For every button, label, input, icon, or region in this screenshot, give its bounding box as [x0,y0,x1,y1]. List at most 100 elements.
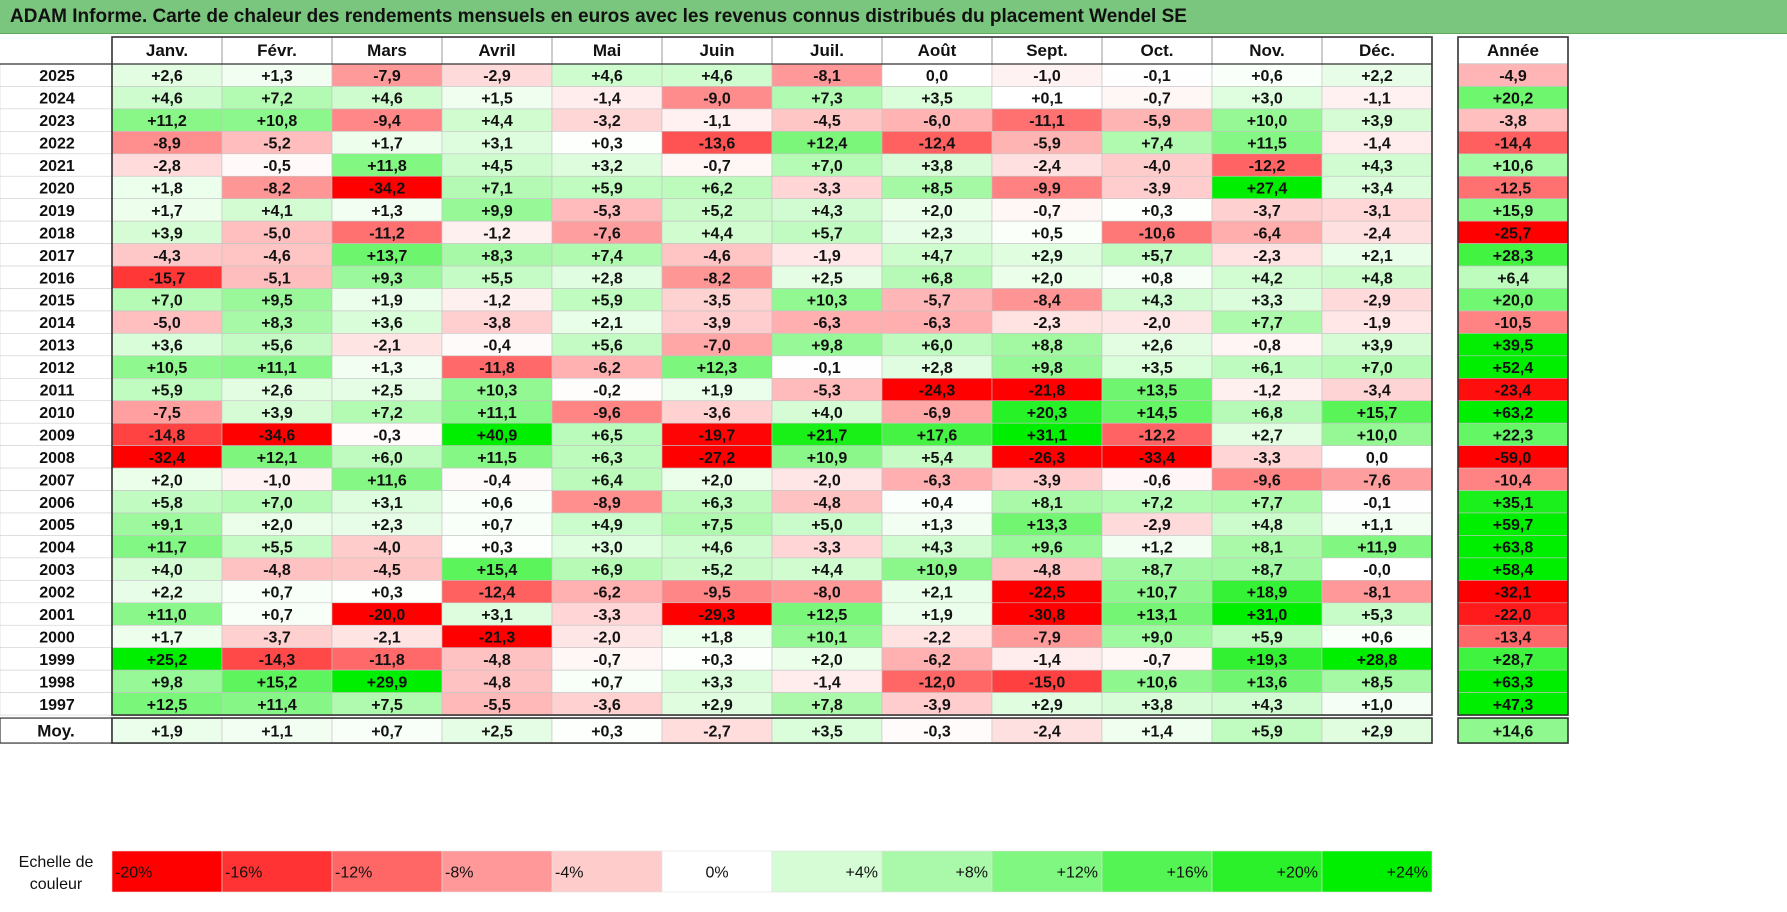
cell-value: +15,7 [1357,405,1398,422]
cell-value: -2,9 [1363,293,1391,310]
average-value: -0,3 [923,724,951,741]
cell-value: -9,6 [1253,472,1281,489]
annual-value: -3,8 [1499,113,1527,130]
cell-value: +2,1 [921,585,953,602]
annual-value: +47,3 [1493,697,1534,714]
scale-swatch [331,850,443,893]
cell-value: +0,3 [481,540,513,557]
cell-value: +7,2 [1141,495,1173,512]
cell-value: -33,4 [1139,450,1176,467]
average-value: +0,7 [371,724,403,741]
cell-value: +4,1 [261,203,293,220]
cell-value: +7,0 [261,495,293,512]
cell-value: +21,7 [807,427,848,444]
column-header-11: Nov. [1249,41,1285,60]
cell-value: -19,7 [699,427,736,444]
annual-value: +58,4 [1493,562,1534,579]
cell-value: -8,1 [813,68,841,85]
cell-value: +27,4 [1247,180,1288,197]
cell-value: +3,9 [1361,338,1393,355]
cell-value: +9,8 [811,338,843,355]
cell-value: +8,5 [1361,674,1393,691]
cell-value: +6,0 [921,338,953,355]
cell-value: +13,7 [367,248,408,265]
cell-value: +4,9 [591,517,623,534]
cell-value: +4,3 [921,540,953,557]
cell-value: -4,6 [263,248,291,265]
annual-value: +35,1 [1493,495,1534,512]
cell-value: -5,2 [263,136,291,153]
cell-value: -0,8 [1253,338,1281,355]
average-value: +1,1 [261,724,293,741]
cell-value: -4,0 [1143,158,1171,175]
year-label: 2012 [39,360,75,377]
average-cell [661,717,773,744]
cell-value: -29,3 [699,607,736,624]
year-label: 2015 [39,293,75,310]
average-cell [991,717,1103,744]
cell-value: -6,3 [923,315,951,332]
cell-value: +5,9 [151,383,183,400]
cell-value: +3,0 [591,540,623,557]
year-label: 2022 [39,136,75,153]
cell-value: +4,6 [701,540,733,557]
cell-value: -4,3 [153,248,181,265]
scale-swatch [881,850,993,893]
annual-value: +15,9 [1493,203,1534,220]
average-cell [331,717,443,744]
cell-value: -8,9 [593,495,621,512]
cell-value: +1,9 [921,607,953,624]
cell-value: -9,4 [373,113,401,130]
cell-value: -6,9 [923,405,951,422]
cell-value: +4,6 [591,68,623,85]
annual-value: +10,6 [1493,158,1534,175]
annual-value: -13,4 [1495,629,1532,646]
cell-value: +11,1 [257,360,297,377]
average-cell [111,717,223,744]
cell-value: +4,3 [811,203,843,220]
cell-value: -9,9 [1033,180,1061,197]
cell-value: +6,3 [591,450,623,467]
cell-value: -6,3 [923,472,951,489]
cell-value: -20,0 [369,607,406,624]
cell-value: -26,3 [1029,450,1066,467]
cell-value: +7,0 [151,293,183,310]
cell-value: -2,9 [483,68,511,85]
cell-value: -15,7 [149,270,186,287]
scale-swatch [1101,850,1213,893]
cell-value: +10,8 [257,113,298,130]
scale-swatch-label: +16% [1167,865,1208,882]
cell-value: +7,5 [371,697,403,714]
cell-value: +1,3 [261,68,293,85]
cell-value: +3,1 [481,136,513,153]
scale-label-line1: Echelle de [19,854,94,871]
cell-value: -6,2 [593,360,621,377]
column-header-cell [991,36,1103,65]
cell-value: +29,9 [367,674,408,691]
cell-value: +4,6 [151,91,183,108]
column-header-4: Avril [478,41,515,60]
cell-value: +7,0 [811,158,843,175]
cell-value: +11,7 [147,540,187,557]
cell-value: +5,9 [591,293,623,310]
cell-value: +11,5 [477,450,517,467]
cell-value: +1,9 [371,293,403,310]
cell-value: -0,2 [593,383,621,400]
annual-value: -4,9 [1499,68,1527,85]
cell-value: +10,9 [917,562,958,579]
annual-value: -10,4 [1495,472,1532,489]
cell-value: +0,6 [1251,68,1283,85]
cell-value: +2,0 [811,652,843,669]
cell-value: -7,0 [703,338,731,355]
cell-value: +10,6 [1137,674,1178,691]
cell-value: +4,3 [1361,158,1393,175]
cell-value: +9,9 [481,203,513,220]
cell-value: -8,9 [153,136,181,153]
cell-value: -3,9 [1033,472,1061,489]
cell-value: +5,7 [1141,248,1173,265]
cell-value: +7,0 [1361,360,1393,377]
cell-value: +31,0 [1247,607,1288,624]
cell-value: -4,8 [263,562,291,579]
cell-value: -2,4 [1363,225,1391,242]
average-value: +5,9 [1251,724,1283,741]
